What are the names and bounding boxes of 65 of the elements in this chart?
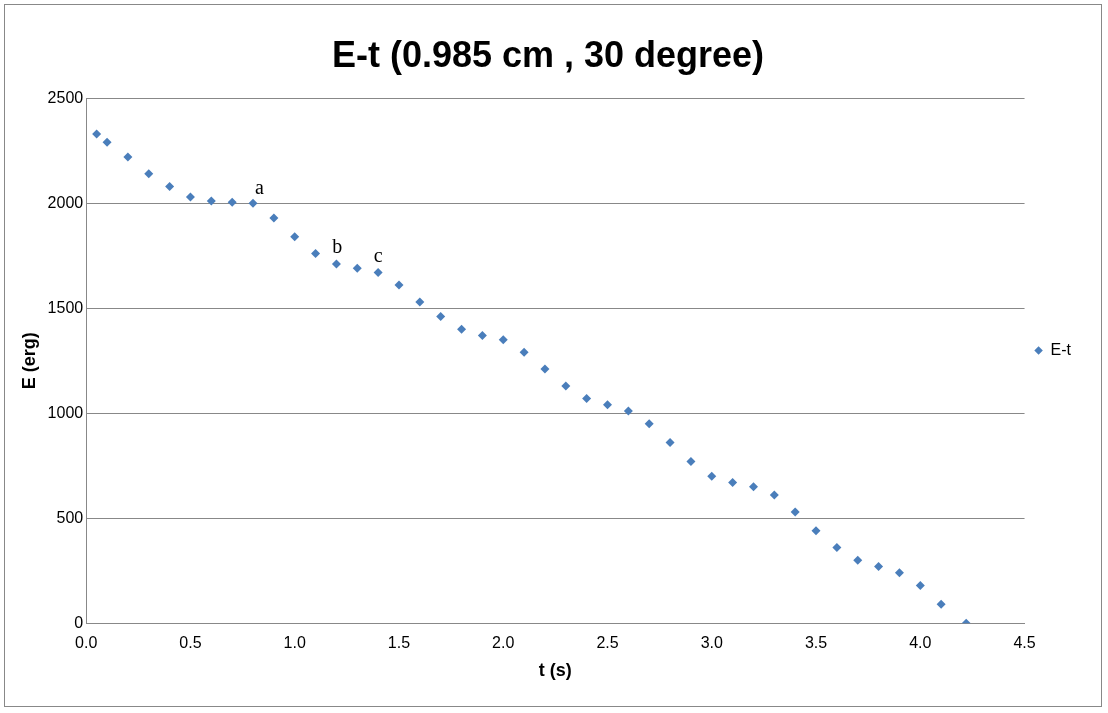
y-tick-label: 500 (56, 508, 84, 526)
point (728, 478, 738, 487)
x-tick-label: 2.5 (596, 634, 619, 652)
point (227, 197, 237, 207)
point (102, 137, 112, 147)
point (519, 347, 529, 357)
x-tick-label: 3.0 (700, 634, 723, 652)
x-tick-label: 4.0 (909, 634, 932, 652)
y-tick-label: 1000 (47, 403, 84, 421)
x-tick-label: 3.5 (804, 634, 828, 652)
x-tick-label: 0.5 (179, 634, 202, 652)
point (185, 192, 195, 202)
point (790, 507, 800, 517)
point (165, 181, 175, 191)
point (436, 312, 446, 322)
point (206, 196, 216, 206)
x-tick-label: 1.0 (283, 634, 306, 652)
annotation: a (255, 176, 265, 199)
y-tick-label: 2500 (47, 88, 84, 106)
y-tick-label: 1500 (47, 298, 84, 316)
y-axis-title: E (erg) (18, 332, 39, 390)
point (686, 457, 696, 466)
legend-label: E-t (1050, 340, 1072, 358)
point (144, 169, 154, 179)
point (540, 364, 550, 374)
x-tick-label: 4.5 (1013, 634, 1036, 652)
point (394, 280, 404, 290)
point (373, 268, 383, 277)
point (498, 335, 508, 345)
point (290, 232, 300, 242)
point (623, 406, 633, 416)
point (457, 324, 467, 334)
point (832, 543, 842, 553)
x-tick-label: 0.0 (75, 634, 98, 652)
x-tick-label: 1.5 (387, 634, 411, 652)
point (123, 152, 133, 162)
point (561, 381, 571, 391)
point (665, 438, 675, 448)
point (707, 471, 717, 481)
point (603, 400, 613, 410)
point (936, 599, 946, 609)
point (874, 562, 884, 571)
point (352, 263, 362, 273)
point (331, 259, 341, 269)
x-axis-title: t (s) (538, 660, 572, 681)
y-tick-label: 0 (74, 613, 84, 631)
point (853, 555, 863, 565)
point (894, 568, 904, 578)
point (811, 526, 821, 536)
point (644, 419, 654, 429)
point (748, 482, 758, 492)
point (248, 198, 258, 208)
point (311, 249, 321, 259)
annotation: b (332, 235, 343, 258)
point (92, 129, 102, 139)
y-tick-label: 2000 (47, 193, 84, 211)
point (769, 490, 779, 500)
annotation: c (373, 243, 383, 266)
chart-title: E-t (0.985 cm , 30 degree) (331, 33, 765, 75)
point (915, 580, 925, 590)
point (477, 331, 487, 340)
point (415, 297, 425, 307)
point (269, 213, 279, 223)
x-tick-label: 2.0 (492, 634, 515, 652)
point (582, 394, 592, 403)
